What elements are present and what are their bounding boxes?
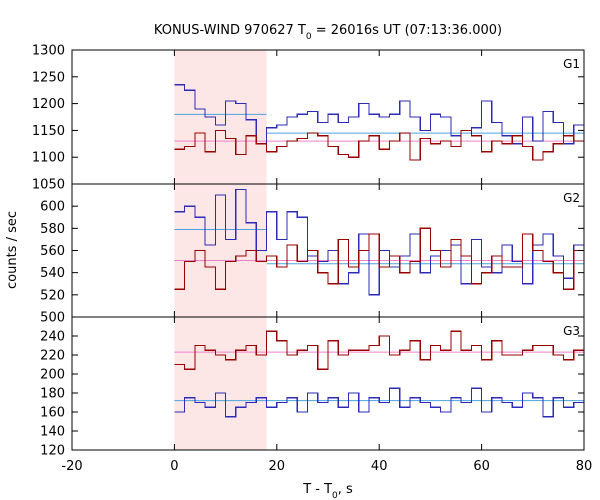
shaded-interval-g1: [174, 50, 267, 184]
y-tick-label-g3-220: 220: [40, 349, 65, 364]
y-tick-label-g1-1200: 1200: [32, 97, 65, 112]
panels-group: 105011001150120012501300G150052054056058…: [32, 44, 592, 475]
panel-label-g1: G1: [563, 57, 580, 71]
shaded-interval-g3: [174, 317, 267, 450]
x-tick-label-0: 0: [170, 459, 178, 474]
x-tick-label-20: 20: [269, 459, 286, 474]
y-tick-label-g2-500: 500: [40, 311, 65, 326]
chart-title-prefix: KONUS-WIND 970627 T: [154, 23, 306, 38]
x-tick-label-80: 80: [576, 459, 593, 474]
panel-g3: 120 140 160 180 200 220 240 G3: [40, 316, 585, 459]
y-tick-label-g2-560: 560: [40, 244, 65, 259]
panel-frame-g3: [71, 316, 585, 451]
y-tick-label-g3-180: 180: [40, 387, 65, 402]
y-tick-label-g3-160: 160: [40, 406, 65, 421]
y-tick-label-g1-1300: 1300: [32, 44, 65, 59]
series-red-g3: [174, 330, 584, 370]
y-tick-label-g2-520: 520: [40, 288, 65, 303]
chart-title-subscript: 0: [306, 32, 312, 42]
series-blue-g2: [174, 188, 584, 296]
y-tick-label-g2-540: 540: [40, 266, 65, 281]
panel-label-g2: G2: [563, 191, 580, 205]
y-tick-label-g2-600: 600: [40, 200, 65, 215]
series-red-g1: [174, 129, 584, 161]
y-tick-label-g3-120: 120: [40, 444, 65, 459]
x-tick-label-40: 40: [371, 459, 388, 474]
chart-title-suffix: = 26016s UT (07:13:36.000): [312, 23, 502, 38]
x-axis-title: T - T0, s: [302, 482, 353, 500]
x-axis-title-prefix: T - T: [302, 482, 332, 497]
y-tick-label-g1-1150: 1150: [32, 124, 65, 139]
y-tick-label-g1-1100: 1100: [32, 151, 65, 166]
series-blue-g3: [174, 387, 584, 418]
panel-g1: 1050 1100 1150 1200 1250 1300 G1: [32, 44, 585, 193]
x-tick-label-60: 60: [473, 459, 490, 474]
y-axis-title: counts / sec: [5, 211, 20, 289]
y-tick-label-g1-1250: 1250: [32, 70, 65, 85]
x-tick-label--20: -20: [61, 459, 82, 474]
panel-label-g3: G3: [563, 324, 580, 338]
y-tick-label-g3-140: 140: [40, 425, 65, 440]
y-tick-label-g1-1050: 1050: [32, 178, 65, 193]
x-axis-title-subscript: 0: [332, 491, 338, 500]
chart-title: KONUS-WIND 970627 T0 = 26016s UT (07:13:…: [154, 23, 502, 42]
y-tick-label-g3-200: 200: [40, 368, 65, 383]
x-axis-title-suffix: , s: [338, 482, 353, 497]
series-red-g2: [174, 227, 584, 290]
y-tick-label-g3-240: 240: [40, 330, 65, 345]
panel-g2: 500 520 540 560 580 600 G2: [40, 183, 585, 326]
y-tick-label-g2-580: 580: [40, 222, 65, 237]
